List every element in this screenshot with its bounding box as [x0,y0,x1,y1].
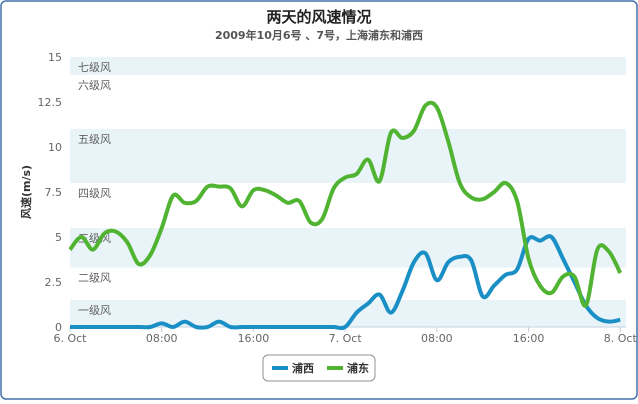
plot-band [70,129,626,183]
y-tick-label: 15 [48,51,62,64]
chart-subtitle: 2009年10月6号 、7号，上海浦东和浦西 [215,28,423,42]
plot-band-label: 五级风 [78,133,111,146]
x-tick-label: 7. Oct [329,332,363,345]
x-tick-label: 6. Oct [53,332,87,345]
legend-label[interactable]: 浦西 [292,361,314,375]
y-axis-title: 风速(m/s) [19,165,33,219]
y-tick-label: 0 [55,321,62,334]
plot-band-label: 二级风 [78,272,111,285]
x-tick-label: 8. Oct [604,332,638,345]
y-tick-label: 2.5 [45,276,63,289]
plot-band-label: 一级风 [78,304,111,317]
legend-box [262,354,376,382]
plot-band-label: 四级风 [78,187,111,200]
series-line [68,100,623,308]
chart-title: 两天的风速情况 [266,8,371,26]
y-tick-label: 12.5 [38,96,63,109]
plot-band-label: 六级风 [78,79,111,92]
plot-band-label: 七级风 [78,61,111,74]
y-tick-label: 5 [55,231,62,244]
y-tick-label: 10 [48,141,62,154]
x-tick-label: 08:00 [421,332,453,345]
x-tick-label: 16:00 [238,332,270,345]
x-tick-label: 08:00 [146,332,178,345]
x-tick-label: 16:00 [513,332,545,345]
series-line [70,234,621,331]
plot-band [70,57,626,75]
plot-band [70,183,626,228]
plot-band [70,228,626,268]
legend-label[interactable]: 浦东 [347,361,369,375]
plot-band [70,75,626,129]
y-tick-label: 7.5 [45,186,63,199]
plot-band [70,267,626,300]
